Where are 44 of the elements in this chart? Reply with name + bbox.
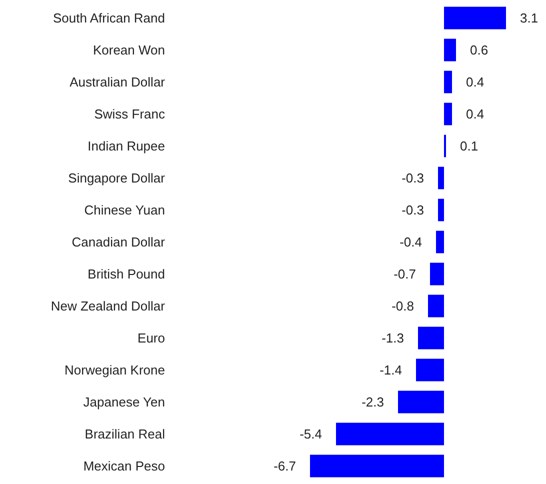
y-tick-label: Swiss Franc [94, 106, 166, 122]
y-tick-label: Japanese Yen [83, 394, 165, 410]
y-tick-label: Canadian Dollar [72, 234, 166, 250]
data-label: 0.4 [466, 106, 484, 122]
data-label: -1.3 [382, 330, 404, 346]
y-tick-label: Australian Dollar [70, 74, 166, 90]
data-label: -0.4 [400, 234, 422, 250]
y-tick-label: British Pound [88, 266, 165, 282]
bar [398, 390, 444, 414]
y-tick-label: Norwegian Krone [64, 362, 165, 378]
bar [428, 294, 444, 318]
data-label: -0.7 [394, 266, 416, 282]
bar [438, 166, 444, 190]
y-tick-label: Korean Won [92, 42, 165, 58]
y-tick-label: New Zealand Dollar [50, 298, 166, 314]
bar [418, 326, 444, 350]
bar [444, 6, 506, 30]
bar [444, 38, 456, 62]
y-tick-label: Brazilian Real [84, 426, 166, 442]
data-label: -5.4 [300, 426, 322, 442]
data-label: -0.8 [392, 298, 414, 314]
data-label: -0.3 [402, 202, 424, 218]
y-tick-label: Chinese Yuan [84, 202, 165, 218]
data-label: -1.4 [380, 362, 402, 378]
y-tick-label: Mexican Peso [83, 458, 165, 474]
bar [444, 102, 452, 126]
data-label: 0.6 [470, 42, 488, 58]
bar [430, 262, 444, 286]
bar [416, 358, 444, 382]
data-label: 0.1 [460, 138, 478, 154]
y-tick-label: Singapore Dollar [68, 170, 166, 186]
y-tick-label: South African Rand [52, 10, 165, 26]
data-label: -2.3 [362, 394, 384, 410]
data-label: -6.7 [274, 458, 296, 474]
data-label: 3.1 [520, 10, 538, 26]
bar [444, 70, 452, 94]
y-tick-label: Euro [138, 330, 165, 346]
bar [438, 198, 444, 222]
bar [336, 422, 444, 446]
bar [436, 230, 444, 254]
bar [310, 454, 444, 478]
data-label: 0.4 [466, 74, 484, 90]
y-tick-label: Indian Rupee [88, 138, 165, 154]
data-label: -0.3 [402, 170, 424, 186]
